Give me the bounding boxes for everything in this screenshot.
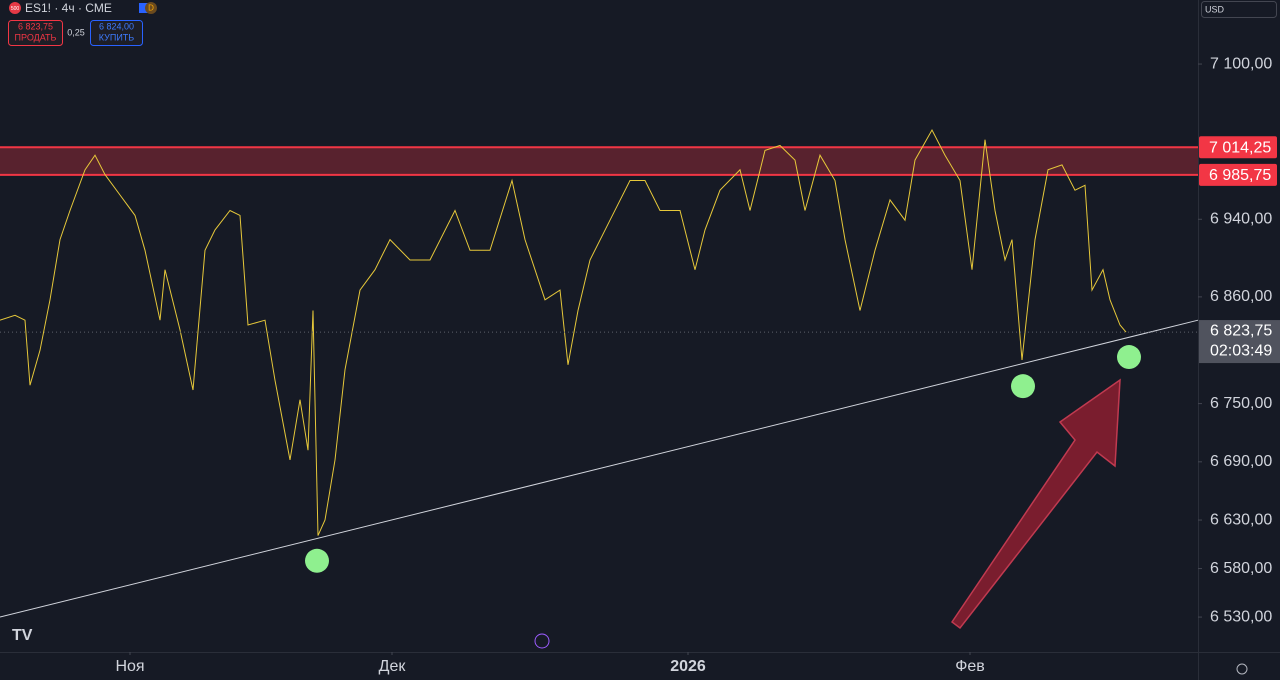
y-tick-label: 6 940,00 [1210,210,1272,227]
marker [305,548,329,573]
price-line [0,128,1127,536]
buy-button[interactable] [90,20,143,46]
y-tick-label: 7 100,00 [1210,55,1272,72]
y-tick-label: 6 630,00 [1210,511,1272,528]
buy-price: 6 824,00 [99,21,134,31]
sell-button[interactable] [8,20,63,46]
zone-label-box [1199,163,1277,186]
zone-label: 6 985,75 [1209,167,1271,184]
currency: USD [1205,4,1225,14]
zone-label-box [1199,136,1277,159]
marker [1117,345,1141,370]
goto-button[interactable] [534,633,550,649]
flag-icon [139,3,148,13]
x-tick-label: Дек [379,658,407,675]
x-tick-label: 2026 [670,658,706,675]
buy-label: КУПИТЬ [99,32,134,42]
symbol-icon [9,2,21,14]
badge [145,2,157,14]
countdown: 02:03:49 [1210,342,1272,359]
y-tick-label: 6 860,00 [1210,288,1272,305]
sell-price: 6 823,75 [18,21,53,31]
zone-label: 7 014,25 [1209,139,1271,156]
x-tick-label: Ноя [115,658,144,675]
symbol[interactable]: ES1! · 4ч · CME [25,1,112,15]
y-tick-label: 6 530,00 [1210,608,1272,625]
x-tick-label: Фев [955,658,985,675]
plot [0,128,1199,618]
y-tick-label: 6 750,00 [1210,395,1272,412]
currency-box[interactable] [1201,1,1277,18]
arrow [950,378,1121,630]
spread: 0,25 [67,27,85,37]
sell-label: ПРОДАТЬ [15,32,57,42]
y-tick-label: 6 580,00 [1210,560,1272,577]
logo: TV [12,627,33,644]
last-price-box [1199,320,1280,364]
zone [0,147,1198,175]
y-tick-label: 6 690,00 [1210,453,1272,470]
marker [1011,374,1035,399]
last-price-label: 6 823,75 [1210,322,1272,339]
interval-badge: D [148,4,154,13]
settings-button[interactable] [1236,663,1248,675]
symbol-icon-text: 500 [11,6,20,12]
trendline [0,319,1199,618]
